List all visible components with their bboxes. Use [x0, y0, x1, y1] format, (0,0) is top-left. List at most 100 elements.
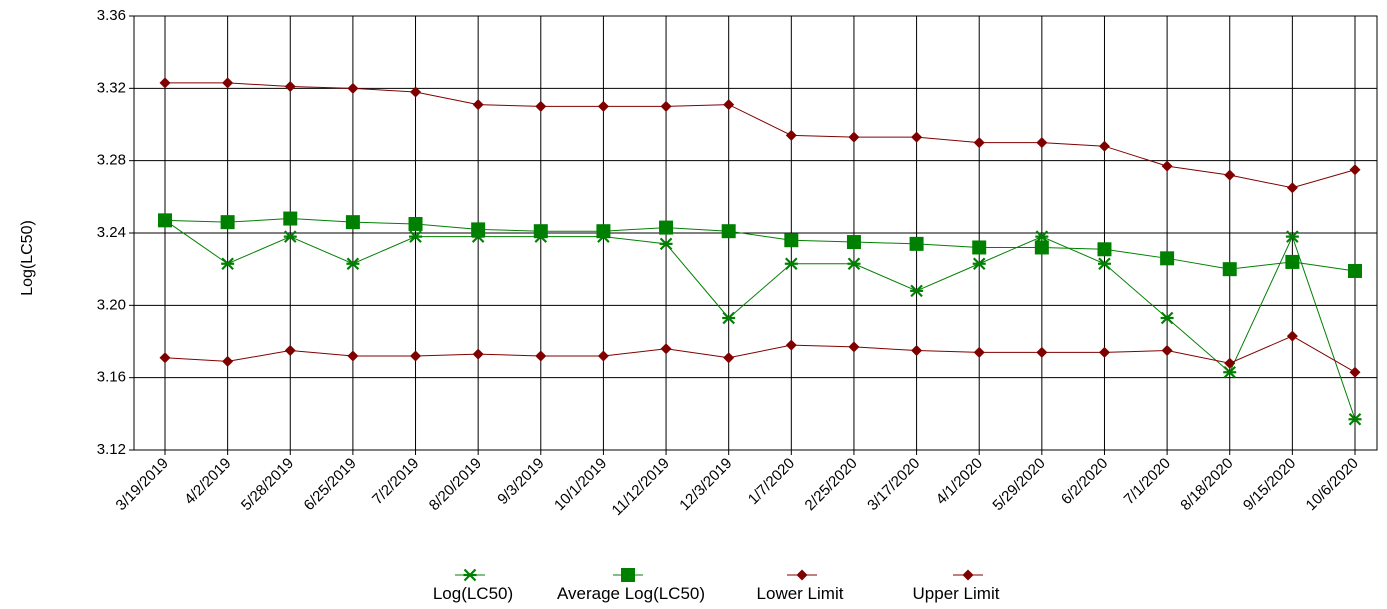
- data-point: [596, 224, 611, 239]
- data-point: [1285, 254, 1300, 269]
- x-tick-label: 6/2/2020: [1058, 455, 1111, 508]
- legend-label: Lower Limit: [757, 584, 844, 603]
- x-tick-label: 7/2/2019: [369, 455, 422, 508]
- data-point: [1286, 182, 1298, 194]
- series-line: [164, 218, 1356, 272]
- data-point: [784, 257, 798, 271]
- legend-marker: [796, 569, 808, 581]
- x-tick-label: 11/12/2019: [609, 455, 673, 519]
- x-tick-label: 3/19/2019: [113, 455, 172, 514]
- y-tick-label: 3.16: [97, 369, 126, 386]
- data-point: [1286, 330, 1298, 342]
- data-point: [159, 77, 171, 89]
- x-tick-label: 10/1/2019: [551, 455, 610, 514]
- legend-marker: [463, 568, 477, 582]
- legend-item: Upper Limit: [913, 569, 1000, 603]
- data-point: [597, 350, 609, 362]
- data-point: [221, 257, 235, 271]
- x-tick-label: 9/15/2020: [1240, 455, 1299, 514]
- data-point: [597, 100, 609, 112]
- data-point: [1349, 164, 1361, 176]
- legend-item: Log(LC50): [433, 568, 513, 603]
- data-point: [723, 99, 735, 111]
- y-axis-ticks: 3.12 3.16 3.20 3.24 3.28 3.32 3.36: [97, 7, 134, 458]
- data-point: [1161, 345, 1173, 357]
- data-point: [345, 215, 360, 230]
- data-point: [1035, 230, 1049, 243]
- y-axis-label: Log(LC50): [19, 220, 36, 296]
- data-point: [973, 137, 985, 149]
- legend-item: Lower Limit: [757, 569, 844, 603]
- data-point: [284, 81, 296, 93]
- data-point: [1097, 257, 1111, 271]
- data-point: [472, 348, 484, 360]
- data-point: [1036, 346, 1048, 358]
- data-point: [785, 129, 797, 141]
- data-point: [346, 257, 360, 271]
- data-point: [1097, 242, 1112, 257]
- data-point: [1098, 140, 1110, 152]
- data-point: [1160, 251, 1175, 266]
- x-axis-ticks: 3/19/2019 4/2/2019 5/28/2019 6/25/2019 7/2/2…: [113, 450, 1362, 519]
- data-point: [785, 339, 797, 351]
- x-tick-label: 6/25/2019: [301, 455, 360, 514]
- series-1: [158, 211, 1362, 278]
- legend-item: Average Log(LC50): [557, 568, 705, 603]
- x-tick-label: 4/1/2020: [933, 455, 986, 508]
- x-tick-label: 2/25/2020: [802, 455, 861, 514]
- data-point: [410, 350, 422, 362]
- data-point: [659, 220, 674, 235]
- data-point: [721, 224, 736, 239]
- data-point: [283, 211, 298, 226]
- legend-label: Log(LC50): [433, 584, 513, 603]
- data-point: [533, 224, 548, 239]
- data-point: [784, 233, 799, 248]
- data-point: [1223, 365, 1237, 379]
- y-tick-label: 3.36: [97, 7, 126, 24]
- data-point: [847, 257, 861, 271]
- plot-frame: [133, 15, 1378, 451]
- data-point: [408, 216, 423, 231]
- data-point: [347, 350, 359, 362]
- data-point: [159, 352, 171, 364]
- data-point: [911, 131, 923, 143]
- data-point: [1034, 240, 1049, 255]
- data-point: [471, 222, 486, 237]
- data-point: [1098, 346, 1110, 358]
- data-point: [1348, 263, 1362, 278]
- series-line: [164, 219, 1356, 420]
- data-point: [848, 131, 860, 143]
- x-tick-label: 1/7/2020: [745, 455, 798, 508]
- data-point: [283, 230, 297, 243]
- data-point: [222, 355, 234, 367]
- x-tick-label: 7/1/2020: [1121, 455, 1174, 508]
- data-point: [347, 82, 359, 94]
- data-point: [222, 77, 234, 89]
- data-point: [1161, 160, 1173, 172]
- x-tick-label: 4/2/2019: [181, 455, 234, 508]
- y-tick-label: 3.32: [97, 79, 126, 96]
- data-point: [722, 311, 736, 325]
- x-tick-label: 8/20/2019: [426, 455, 485, 514]
- y-tick-label: 3.28: [97, 152, 126, 169]
- data-point: [1349, 366, 1361, 378]
- series-2: [159, 330, 1361, 378]
- data-point: [659, 237, 673, 251]
- data-point: [472, 99, 484, 111]
- legend-label: Upper Limit: [913, 584, 1000, 603]
- series-line: [164, 335, 1356, 373]
- data-point: [1348, 412, 1362, 426]
- legend: Log(LC50) Average Log(LC50) Lower Limit Upp…: [433, 568, 1000, 603]
- x-tick-label: 3/17/2020: [864, 455, 923, 514]
- x-tick-label: 10/6/2020: [1303, 455, 1362, 514]
- x-tick-label: 9/3/2019: [494, 455, 547, 508]
- data-point: [1160, 311, 1174, 325]
- data-point: [846, 235, 861, 250]
- data-point: [909, 236, 924, 251]
- y-tick-label: 3.24: [97, 224, 126, 241]
- data-point: [284, 345, 296, 357]
- x-tick-label: 12/3/2019: [676, 455, 735, 514]
- data-point: [1224, 357, 1236, 369]
- data-point: [972, 240, 987, 255]
